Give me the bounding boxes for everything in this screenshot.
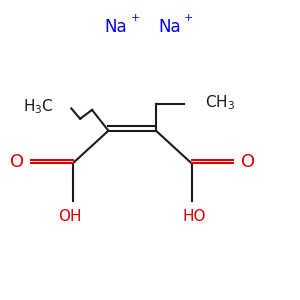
Text: O: O [10, 153, 24, 171]
Text: +: + [184, 13, 193, 23]
Text: Na: Na [158, 18, 181, 36]
Text: +: + [130, 13, 140, 23]
Text: OH: OH [58, 209, 82, 224]
Text: O: O [241, 153, 255, 171]
Text: $\mathregular{CH_3}$: $\mathregular{CH_3}$ [205, 94, 235, 112]
Text: HO: HO [183, 209, 206, 224]
Text: $\mathregular{H_3C}$: $\mathregular{H_3C}$ [23, 98, 53, 116]
Text: Na: Na [104, 18, 127, 36]
